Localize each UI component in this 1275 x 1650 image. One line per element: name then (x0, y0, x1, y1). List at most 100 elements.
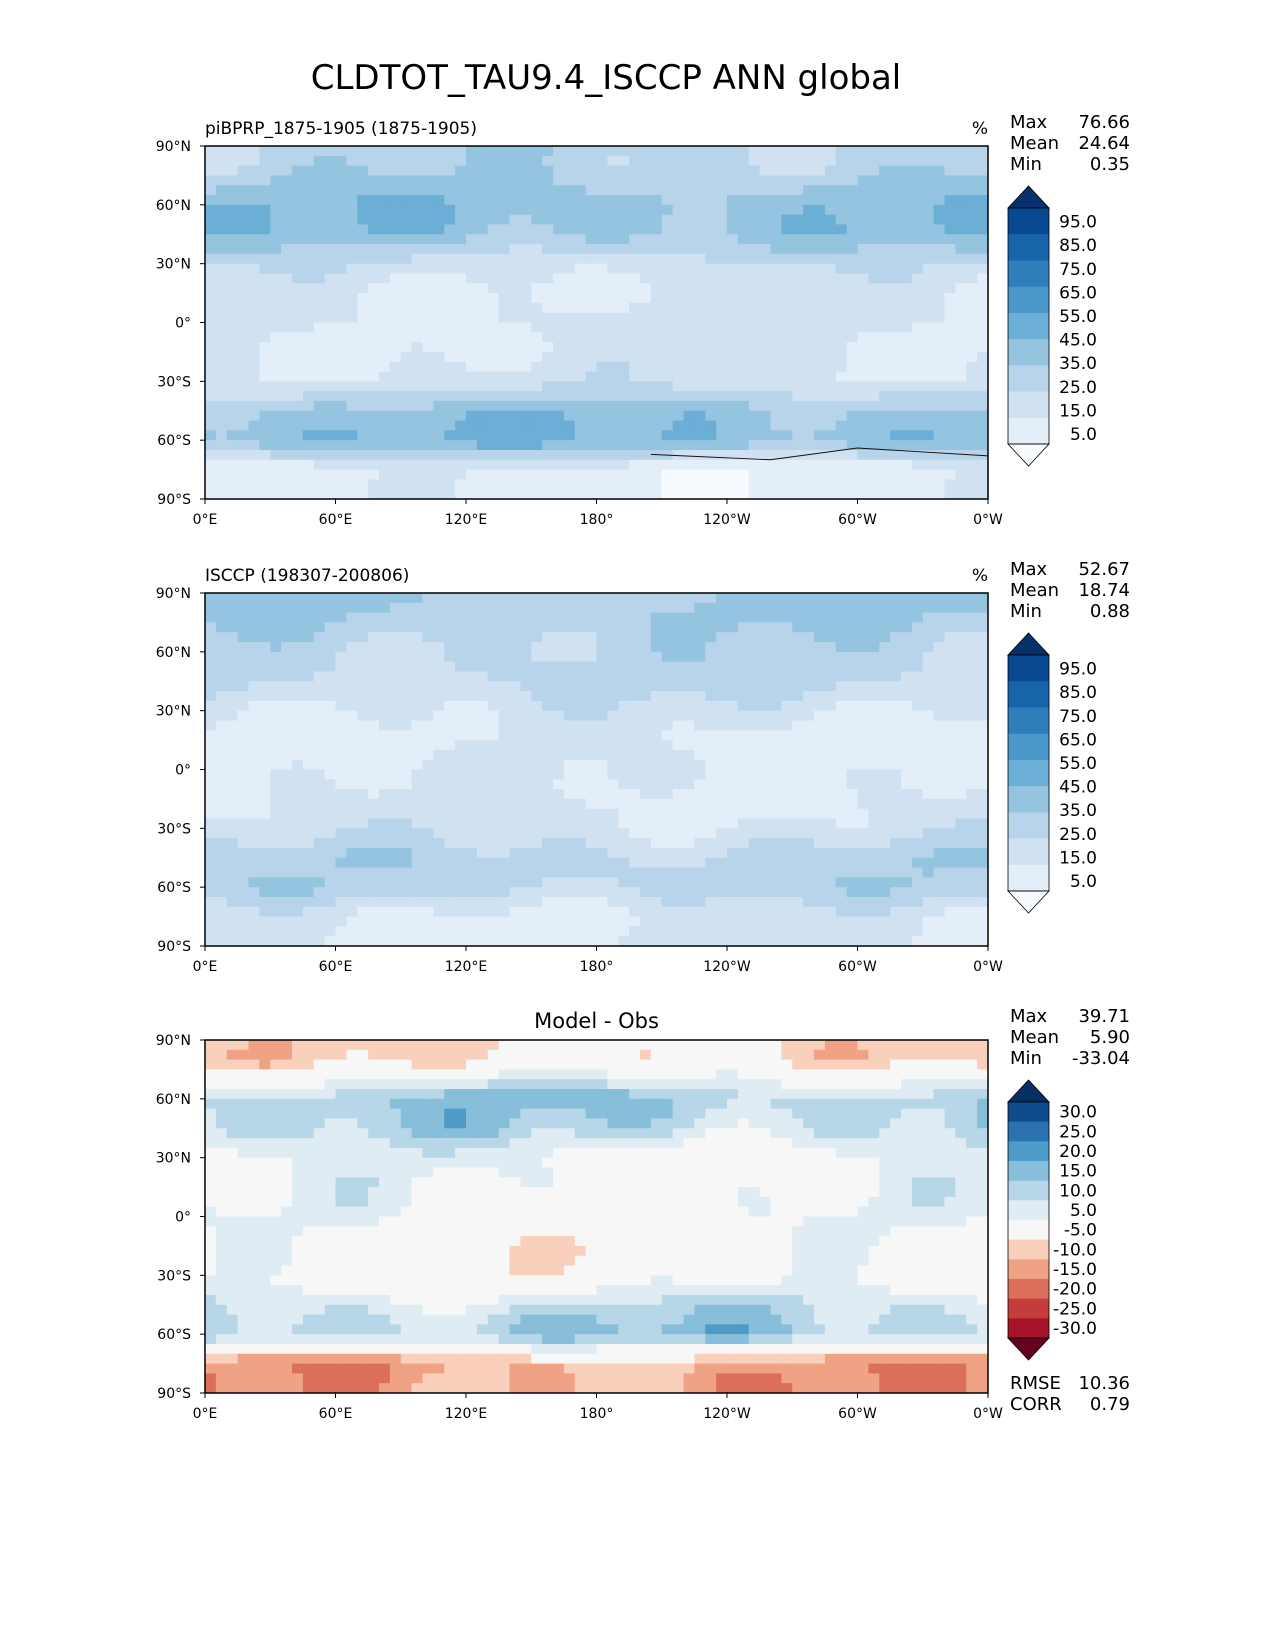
colorbar-swatch (1008, 1279, 1049, 1300)
colorbar-swatch (1008, 786, 1049, 813)
lat-tick-label: 30°N (156, 257, 191, 273)
lat-tick-label: 30°N (156, 1151, 191, 1167)
stat-name: Mean (1010, 133, 1059, 154)
colorbar-tick-label: 25.0 (1059, 825, 1097, 845)
colorbar-frame (1007, 654, 1050, 892)
colorbar-tick-label: -20.0 (1053, 1280, 1097, 1300)
field-contours (205, 146, 988, 499)
colorbar-tick-label: 45.0 (1059, 331, 1097, 351)
lon-tick-label: 180° (580, 959, 614, 975)
lon-tick-label: 60°E (319, 1406, 353, 1422)
colorbar: 95.0 85.0 75.0 65.0 55.0 45.0 35.0 25.0 15.0 5.0 (1007, 185, 1097, 467)
colorbar-tick-label: -15.0 (1053, 1260, 1097, 1280)
colorbar-extend-top (1007, 632, 1050, 656)
colorbar-swatch (1008, 1102, 1049, 1123)
lat-tick-label: 60°N (156, 1092, 191, 1108)
colorbar-tick-label: -30.0 (1053, 1319, 1097, 1339)
colorbar-extend-bottom (1007, 890, 1050, 914)
lat-tick-label: 60°S (157, 880, 191, 896)
colorbar-tick-label: 45.0 (1059, 778, 1097, 798)
lon-tick-label: 120°W (703, 959, 751, 975)
colorbar-swatch (1008, 234, 1049, 261)
colorbar-tick-label: 25.0 (1059, 1122, 1097, 1142)
colorbar-swatch (1008, 1220, 1049, 1241)
lon-tick-label: 60°W (838, 1406, 877, 1422)
lon-tick-label: 120°E (445, 512, 488, 528)
units-label: % (972, 566, 988, 586)
metric-value: 0.79 (1090, 1394, 1130, 1415)
figure-title: CLDTOT_TAU9.4_ISCCP ANN global (311, 58, 902, 98)
colorbar-tick-label: 95.0 (1059, 213, 1097, 233)
colorbar-tick-label: 15.0 (1059, 401, 1097, 421)
colorbar-tick-label: 20.0 (1059, 1142, 1097, 1162)
metric-name: CORR (1010, 1394, 1062, 1415)
colorbar-swatch (1008, 864, 1049, 892)
stat-value: 52.67 (1078, 559, 1130, 580)
colorbar-swatch (1008, 1141, 1049, 1162)
field-contours (205, 593, 988, 946)
panel-label: Model - Obs (534, 1009, 659, 1033)
lat-tick-label: 0° (175, 1210, 191, 1226)
colorbar-tick-label: -25.0 (1053, 1299, 1097, 1319)
metric-name: RMSE (1010, 1373, 1061, 1394)
colorbar-swatch (1008, 1239, 1049, 1260)
colorbar-tick-label: 25.0 (1059, 378, 1097, 398)
colorbar-tick-label: 55.0 (1059, 754, 1097, 774)
lon-tick-label: 0°W (973, 512, 1003, 528)
colorbar: 30.025.020.015.010.05.0-5.0-10.0-15.0-20… (1007, 1079, 1097, 1361)
stat-value: 18.74 (1078, 580, 1130, 601)
lat-tick-label: 90°N (156, 586, 191, 602)
colorbar-swatch (1008, 759, 1049, 787)
colorbar-tick-label: 85.0 (1059, 236, 1097, 256)
colorbar-swatch (1008, 655, 1049, 682)
colorbar-tick-label: 35.0 (1059, 354, 1097, 374)
colorbar-tick-label: 95.0 (1059, 660, 1097, 680)
lat-tick-label: 60°N (156, 645, 191, 661)
stat-value: 0.88 (1090, 601, 1130, 622)
colorbar-tick-label: 5.0 (1070, 425, 1097, 445)
colorbar-tick-label: 5.0 (1070, 872, 1097, 892)
lon-tick-label: 120°W (703, 1406, 751, 1422)
stat-name: Max (1010, 559, 1048, 580)
colorbar-swatch (1008, 286, 1049, 314)
lon-tick-label: 60°E (319, 512, 353, 528)
colorbar-swatch (1008, 707, 1049, 735)
map-panel-1: 90°N 60°N 30°N 0° 30°S 60°S 90°S0°E 60°E 120°E 18… (156, 112, 1130, 528)
lon-tick-label: 60°W (838, 959, 877, 975)
stat-value: 0.35 (1090, 154, 1130, 175)
lon-tick-label: 120°E (445, 959, 488, 975)
colorbar-tick-label: 75.0 (1059, 260, 1097, 280)
colorbar-frame (1007, 1101, 1050, 1339)
stat-value: 39.71 (1078, 1006, 1130, 1027)
colorbar-swatch (1008, 1298, 1049, 1319)
lon-tick-label: 120°W (703, 512, 751, 528)
lon-tick-label: 0°W (973, 1406, 1003, 1422)
colorbar-tick-label: 75.0 (1059, 707, 1097, 727)
colorbar-tick-label: -10.0 (1053, 1240, 1097, 1260)
colorbar-swatch (1008, 1259, 1049, 1280)
field-contours (205, 1040, 988, 1393)
lon-tick-label: 180° (580, 1406, 614, 1422)
colorbar-extend-top (1007, 185, 1050, 209)
units-label: % (972, 119, 988, 139)
colorbar-tick-label: 10.0 (1059, 1181, 1097, 1201)
colorbar-swatch (1008, 812, 1049, 840)
colorbar-tick-label: 85.0 (1059, 683, 1097, 703)
lat-tick-label: 30°S (157, 1268, 191, 1284)
panel-label: ISCCP (198307-200806) (205, 566, 409, 586)
lat-tick-label: 90°S (157, 492, 191, 508)
lon-tick-label: 60°E (319, 959, 353, 975)
lon-tick-label: 120°E (445, 1406, 488, 1422)
colorbar-tick-label: 15.0 (1059, 1162, 1097, 1182)
colorbar-frame (1007, 207, 1050, 445)
stat-name: Min (1010, 601, 1042, 622)
metric-value: 10.36 (1078, 1373, 1130, 1394)
colorbar-extend-top (1007, 1079, 1050, 1103)
map-panel-2: 90°N 60°N 30°N 0° 30°S 60°S 90°S0°E 60°E 120°E 18… (156, 559, 1130, 975)
colorbar-swatch (1008, 339, 1049, 366)
colorbar-swatch (1008, 838, 1049, 866)
stat-value: -33.04 (1072, 1048, 1130, 1069)
colorbar: 95.0 85.0 75.0 65.0 55.0 45.0 35.0 25.0 15.0 5.0 (1007, 632, 1097, 914)
lat-tick-label: 60°S (157, 433, 191, 449)
